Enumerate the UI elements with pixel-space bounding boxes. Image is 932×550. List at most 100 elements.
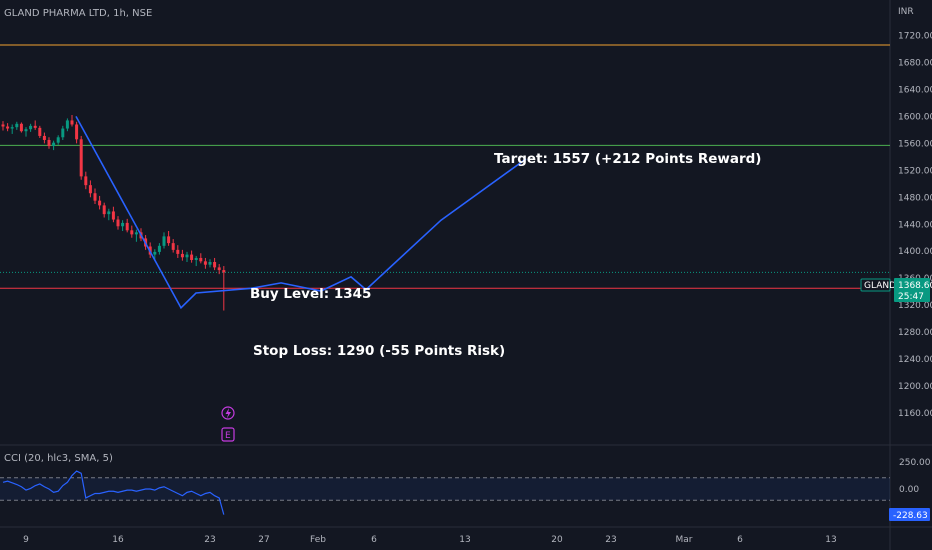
candle-body [84, 176, 88, 186]
candle-body [162, 236, 166, 246]
candle-body [121, 222, 125, 227]
candle-body [52, 142, 56, 147]
horizontal-lines[interactable] [0, 44, 890, 289]
candle-body [61, 128, 65, 138]
dividend-marker[interactable] [221, 406, 235, 420]
candle-body [190, 254, 194, 260]
candle-body [153, 251, 157, 255]
candle-body [203, 261, 207, 265]
time-tick: 6 [737, 535, 743, 545]
time-tick: 13 [459, 535, 470, 545]
earnings-badge[interactable] [221, 427, 235, 442]
candle-body [102, 205, 106, 215]
candle-body [194, 257, 198, 260]
candle-body [70, 120, 74, 125]
candle-body [98, 200, 102, 206]
time-tick: 20 [551, 535, 563, 545]
candle-body [208, 262, 212, 265]
time-axis[interactable]: 9 16 23 27 Feb 6 13 20 23 Mar 6 13 [23, 535, 837, 545]
price-tick: 1600.00 [898, 112, 932, 122]
cci-tick-0: 0.00 [899, 485, 919, 495]
candle-body [24, 129, 28, 132]
candle-body [93, 193, 97, 201]
time-tick: 23 [605, 535, 616, 545]
candle-body [29, 125, 33, 130]
candle-body [130, 230, 134, 235]
price-tick: 1400.00 [898, 247, 932, 257]
price-tick: 1720.00 [898, 32, 932, 42]
candle-body [213, 262, 217, 268]
time-tick: 27 [258, 535, 269, 545]
earnings-marker[interactable]: E [221, 427, 235, 442]
cci-value-tag [889, 508, 930, 521]
price-tag-countdown: 25:47 [898, 292, 924, 302]
price-tag-box [894, 278, 930, 302]
price-tick: 1320.00 [898, 301, 932, 311]
candle-body [47, 139, 51, 147]
candle-body [116, 219, 120, 227]
cci-tick-250: 250.00 [899, 458, 931, 468]
price-tag-value: 1368.60 [898, 281, 932, 291]
candle-body [199, 257, 203, 262]
candle-body [157, 245, 161, 252]
candlestick-series [1, 115, 226, 311]
earnings-label: E [225, 431, 231, 441]
time-tick: 13 [825, 535, 836, 545]
candle-body [19, 123, 23, 132]
candle-body [134, 232, 138, 235]
candle-body [56, 137, 60, 143]
candle-body [111, 211, 115, 220]
cci-pane[interactable]: CCI (20, hlc3, SMA, 5) 250.00 0.00 -228.… [0, 453, 931, 521]
symbol-tag: GLAND [864, 281, 896, 291]
cci-line [2, 470, 225, 515]
candle-body [1, 124, 5, 127]
price-tick: 1240.00 [898, 355, 932, 365]
cci-label[interactable]: CCI (20, hlc3, SMA, 5) [4, 453, 113, 464]
projection-path[interactable] [75, 116, 527, 310]
price-tick: 1640.00 [898, 85, 932, 95]
cci-band [0, 477, 890, 501]
time-tick: Mar [676, 535, 693, 545]
candle-body [38, 127, 42, 136]
symbol-tag-box [860, 278, 891, 292]
candle-body [180, 253, 184, 258]
candle-body [167, 236, 171, 244]
candle-body [10, 127, 14, 129]
cci-value: -228.63 [893, 511, 928, 521]
time-tick: 9 [23, 535, 29, 545]
currency-label: INR [898, 7, 914, 17]
candle-body [171, 243, 175, 250]
candle-body [222, 270, 226, 273]
main-pane[interactable] [0, 0, 890, 445]
candle-body [185, 254, 189, 258]
candle-body [65, 120, 69, 129]
time-tick: 16 [112, 535, 124, 545]
time-tick: 23 [204, 535, 215, 545]
price-tick: 1480.00 [898, 193, 932, 203]
lightning-glyph [225, 408, 231, 419]
candle-body [107, 211, 111, 215]
price-tick: 1520.00 [898, 166, 932, 176]
candle-body [176, 249, 180, 254]
target-annotation[interactable]: Target: 1557 (+212 Points Reward) [494, 151, 761, 167]
price-tick: 1440.00 [898, 220, 932, 230]
price-tick: 1680.00 [898, 58, 932, 68]
candle-body [33, 125, 37, 128]
stop-annotation[interactable]: Stop Loss: 1290 (-55 Points Risk) [253, 343, 505, 359]
candle-body [217, 267, 221, 271]
candle-body [15, 123, 19, 128]
price-tick: 1280.00 [898, 328, 932, 338]
current-price-tag: GLAND 1368.60 25:47 [860, 278, 932, 302]
time-tick: Feb [310, 535, 326, 545]
candle-body [6, 126, 10, 129]
candle-body [42, 135, 46, 140]
price-tick: 1160.00 [898, 409, 932, 419]
price-tick: 1200.00 [898, 382, 932, 392]
candle-body [79, 139, 83, 177]
price-axis[interactable]: 1720.00 1680.00 1640.00 1600.00 1560.00 1520.… [898, 32, 932, 420]
symbol-title[interactable]: GLAND PHARMA LTD, 1h, NSE [4, 8, 152, 19]
candle-body [125, 222, 129, 231]
candle-body [75, 124, 79, 140]
buy-annotation[interactable]: Buy Level: 1345 [250, 286, 371, 302]
